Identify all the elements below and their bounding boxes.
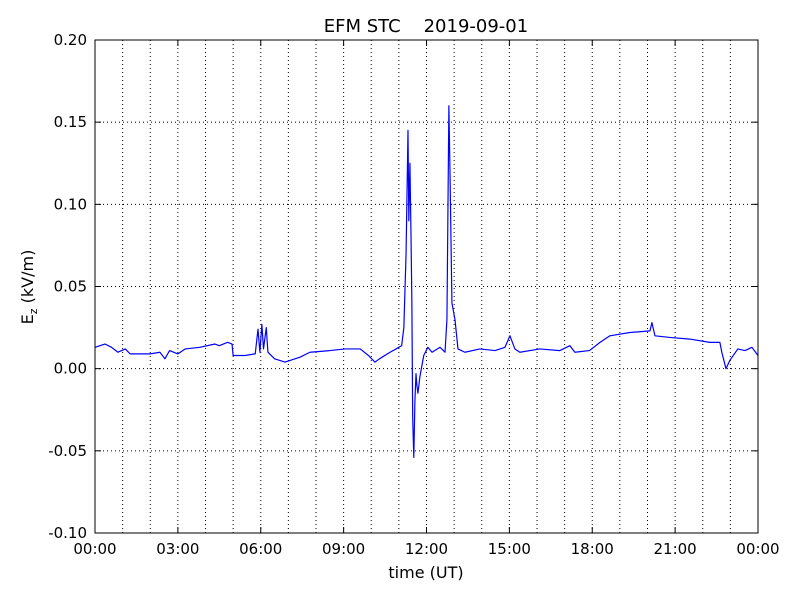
x-axis-label: time (UT) (388, 563, 463, 582)
x-tick-label: 06:00 (239, 540, 282, 558)
y-label-unit: (kV/m) (18, 250, 37, 309)
plot-frame (94, 39, 759, 534)
x-tick-label: 21:00 (654, 540, 697, 558)
x-tick-label: 03:00 (156, 540, 199, 558)
y-axis-label: Ez (kV/m) (18, 250, 40, 325)
y-tick-label: -0.05 (48, 442, 87, 460)
y-tick-label: -0.10 (48, 524, 87, 542)
x-tick-label: 00:00 (73, 540, 116, 558)
chart-title: EFM STC 2019-09-01 (324, 16, 528, 37)
y-tick-label: 0.15 (54, 113, 87, 131)
y-label-symbol: E (18, 314, 37, 324)
y-tick-label: 0.05 (54, 278, 87, 296)
y-tick-label: 0.00 (54, 360, 87, 378)
y-tick-label: 0.20 (54, 31, 87, 49)
x-tick-label: 09:00 (322, 540, 365, 558)
x-tick-label: 18:00 (571, 540, 614, 558)
x-tick-label: 15:00 (488, 540, 531, 558)
y-label-subscript: z (27, 308, 40, 314)
x-tick-label: 00:00 (736, 540, 779, 558)
data-line (94, 105, 759, 459)
x-tick-label: 12:00 (405, 540, 448, 558)
y-tick-label: 0.10 (54, 195, 87, 213)
